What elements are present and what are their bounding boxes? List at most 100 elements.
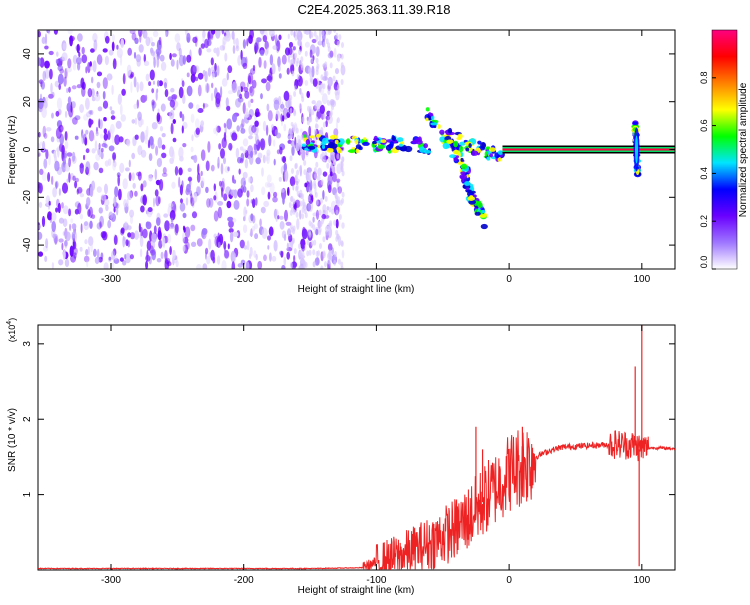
trace-blob (373, 135, 378, 142)
noise-cell (337, 186, 343, 194)
noise-cell (171, 181, 176, 189)
noise-cell (333, 159, 336, 166)
noise-cell (83, 154, 86, 161)
noise-cell (73, 241, 77, 250)
colorbar: 0.0 0.2 0.4 0.6 0.8 Normalized spectral ampl… (699, 29, 749, 270)
noise-cell (166, 261, 172, 267)
noise-cell (294, 174, 298, 181)
noise-cell (331, 208, 335, 215)
noise-cell (335, 68, 339, 75)
noise-cell (338, 34, 342, 41)
noise-cell (123, 199, 127, 208)
noise-cell (112, 152, 117, 161)
noise-cell (148, 174, 153, 182)
noise-cell (47, 214, 52, 220)
noise-cell (299, 209, 302, 220)
noise-cell (138, 222, 141, 233)
noise-cell (296, 73, 300, 80)
noise-cell (335, 209, 339, 216)
noise-cell (326, 162, 330, 169)
noise-cell (127, 190, 133, 201)
noise-cell (215, 124, 219, 136)
noise-cell (42, 140, 46, 152)
noise-cell (182, 245, 186, 252)
noise-cell (41, 171, 48, 181)
noise-cell (145, 260, 149, 269)
noise-cell (205, 160, 210, 172)
snr-x-ticks: -300 -200 -100 0 100 (101, 325, 651, 586)
noise-cell (206, 256, 211, 265)
noise-cell (107, 73, 111, 81)
noise-cell (323, 214, 330, 219)
noise-cell (196, 172, 201, 183)
noise-cell (115, 203, 120, 209)
noise-cell (125, 253, 131, 264)
noise-cell (126, 225, 132, 231)
trace-blob (467, 196, 475, 202)
noise-cell (88, 110, 92, 115)
noise-cell (70, 254, 77, 263)
noise-cell (218, 143, 222, 150)
noise-cell (42, 70, 47, 82)
noise-cell (115, 206, 119, 216)
noise-cell (273, 99, 280, 111)
noise-cell (151, 42, 155, 47)
noise-cell (76, 57, 82, 65)
colorbar-ticks: 0.0 0.2 0.4 0.6 0.8 (699, 72, 716, 270)
noise-cell (312, 249, 316, 256)
noise-cell (175, 223, 179, 234)
noise-cell (328, 222, 332, 229)
noise-cell (191, 134, 194, 142)
noise-cell (165, 31, 168, 38)
noise-cell (62, 42, 67, 51)
noise-cell (178, 146, 184, 159)
snr-scale-exponent: 4 (6, 321, 13, 325)
noise-cell (85, 166, 89, 175)
trace-blob (336, 146, 340, 151)
noise-cell (55, 181, 58, 190)
noise-cell (204, 38, 209, 49)
noise-cell (229, 231, 234, 243)
noise-cell (113, 234, 118, 246)
noise-cell (286, 112, 291, 118)
trace-blob (464, 181, 471, 186)
noise-cell (140, 205, 145, 213)
noise-cell (249, 86, 253, 94)
noise-cell (250, 98, 254, 103)
noise-cell (251, 225, 256, 232)
noise-cell (275, 113, 278, 122)
noise-cell (288, 47, 293, 56)
noise-cell (306, 167, 312, 173)
noise-cell (200, 180, 204, 189)
trace-blob (321, 144, 326, 149)
noise-cell (340, 241, 344, 247)
noise-cell (322, 236, 326, 243)
noise-cell (336, 84, 340, 91)
noise-cell (78, 51, 81, 58)
noise-cell (47, 172, 51, 182)
noise-cell (249, 253, 252, 260)
noise-cell (67, 96, 72, 104)
noise-cell (94, 93, 101, 102)
noise-cell (67, 30, 73, 35)
noise-cell (126, 139, 131, 147)
noise-cell (85, 148, 90, 154)
trace-blob (459, 173, 468, 180)
noise-cell (227, 243, 230, 250)
noise-cell (324, 195, 328, 202)
noise-cell (152, 80, 156, 85)
noise-cell (191, 211, 198, 219)
noise-cell (262, 35, 268, 43)
noise-cell (231, 30, 235, 40)
noise-cell (110, 123, 115, 134)
noise-cell (215, 92, 221, 105)
noise-cell (142, 194, 147, 206)
noise-cell (187, 167, 192, 172)
noise-cell (157, 137, 163, 149)
noise-cell (108, 211, 114, 220)
noise-cell (202, 31, 206, 43)
trace-blob (354, 139, 359, 145)
noise-cell (310, 57, 314, 64)
noise-cell (70, 101, 73, 113)
noise-cell (322, 204, 327, 213)
